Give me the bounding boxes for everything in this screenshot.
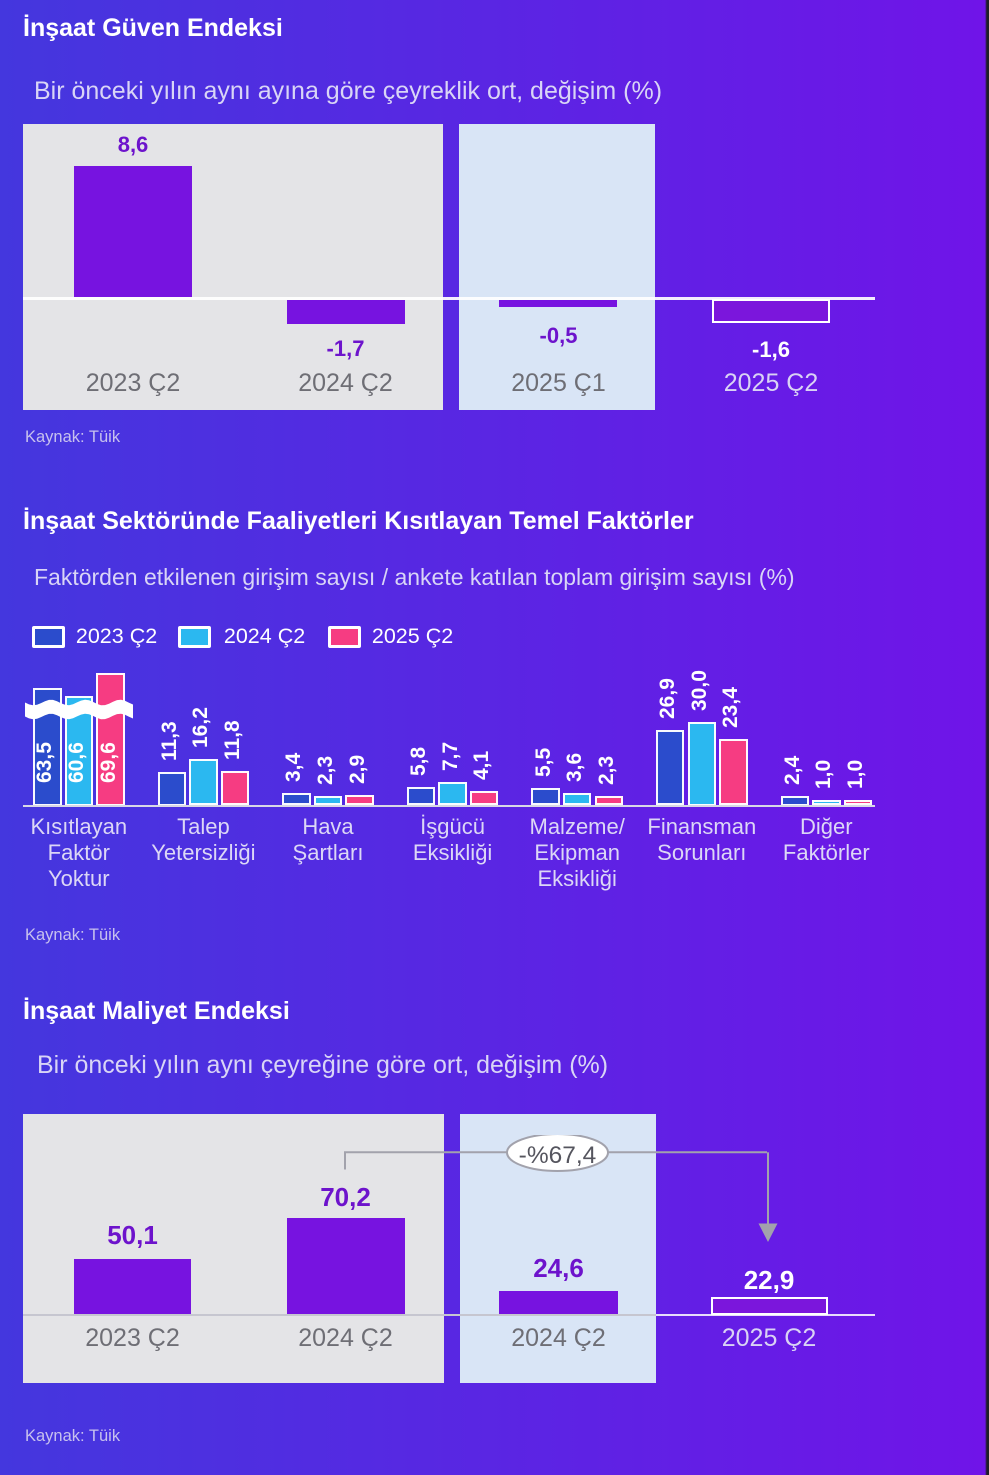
svg-text:-%67,4: -%67,4 [519,1142,597,1169]
